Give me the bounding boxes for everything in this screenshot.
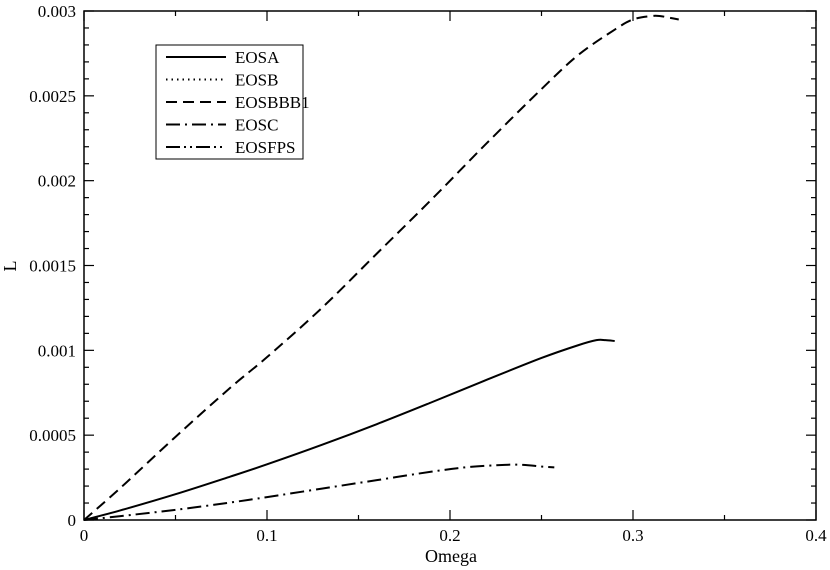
x-axis-ticks: 0 0.1 0.2 0.3 0.4 [80, 11, 827, 545]
legend-label-eosb: EOSB [235, 71, 278, 90]
y-tick-label: 0.0005 [29, 426, 76, 445]
x-tick-label: 0.2 [439, 526, 460, 545]
y-tick-label: 0 [68, 511, 77, 530]
y-axis-label: L [0, 261, 20, 272]
y-tick-label: 0.003 [38, 2, 76, 21]
y-tick-label: 0.0025 [29, 87, 76, 106]
legend-label-eosbbb1: EOSBBB1 [235, 93, 310, 112]
x-tick-label: 0.4 [805, 526, 827, 545]
series-lines [83, 14, 679, 521]
x-tick-label: 0.1 [256, 526, 277, 545]
y-tick-label: 0.0015 [29, 257, 76, 276]
legend-label-eosc: EOSC [235, 116, 278, 135]
y-axis-ticks: 0 0.0005 0.001 0.0015 0.002 0.0025 0.003 [29, 2, 816, 530]
x-tick-label: 0.3 [622, 526, 643, 545]
series-line-eosbbb1 [83, 14, 679, 521]
legend: EOSA EOSB EOSBBB1 EOSC EOSFPS [155, 44, 310, 160]
series-line-eosa [83, 338, 615, 521]
legend-label-eosa: EOSA [235, 48, 280, 67]
x-tick-label: 0 [80, 526, 89, 545]
y-tick-label: 0.001 [38, 341, 76, 360]
series-line-eosc [83, 463, 555, 521]
legend-label-eosfps: EOSFPS [235, 138, 295, 157]
y-tick-label: 0.002 [38, 172, 76, 191]
x-axis-label: Omega [425, 546, 477, 566]
legend-box [155, 44, 304, 160]
